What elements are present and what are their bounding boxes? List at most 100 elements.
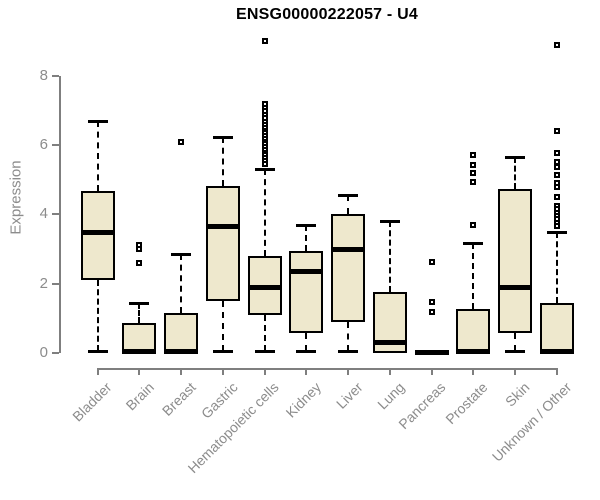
box [456, 308, 491, 353]
median-line [414, 349, 449, 355]
x-tick [305, 368, 308, 375]
x-tick [263, 368, 266, 375]
y-tick [52, 74, 59, 77]
x-tick-label: Lung [373, 379, 408, 413]
whisker-cap-lower [254, 349, 275, 353]
x-tick-label: Brain [122, 379, 157, 414]
whisker-cap-lower [296, 349, 317, 353]
median-line [289, 269, 324, 275]
whisker-cap-lower [504, 349, 525, 353]
x-tick-label: Unknown / Other [488, 379, 575, 465]
y-tick [52, 213, 59, 216]
outlier-point [470, 222, 477, 229]
chart-title: ENSG00000222057 - U4 [236, 6, 418, 23]
whisker-cap-lower [338, 349, 359, 353]
y-tick-label: 2 [39, 274, 48, 292]
whisker-upper [388, 221, 391, 293]
median-line [164, 348, 199, 354]
outlier-point [261, 161, 268, 168]
outlier-point [553, 150, 560, 157]
whisker-upper [96, 120, 99, 192]
outlier-point [553, 193, 560, 200]
outlier-point [470, 152, 477, 159]
whisker-cap-lower [87, 349, 108, 353]
whisker-lower [96, 280, 99, 351]
outlier-point [553, 171, 560, 178]
box [122, 323, 157, 353]
box [164, 312, 199, 353]
whisker-cap-upper [171, 253, 192, 257]
whisker-upper [138, 302, 141, 324]
x-tick [138, 368, 141, 375]
box [497, 189, 532, 333]
outlier-point [553, 183, 560, 190]
outlier-point [553, 127, 560, 134]
box [331, 214, 366, 322]
x-tick-label: Liver [332, 379, 366, 412]
outlier-point [553, 42, 560, 49]
whisker-lower [347, 321, 350, 351]
whisker-cap-upper [296, 223, 317, 227]
outlier-point [553, 223, 560, 230]
x-tick [472, 368, 475, 375]
x-tick [388, 368, 391, 375]
x-tick [180, 368, 183, 375]
whisker-cap-upper [87, 119, 108, 123]
whisker-cap-upper [212, 136, 233, 140]
outlier-point [470, 161, 477, 168]
outlier-point [136, 259, 143, 266]
whisker-cap-upper [504, 155, 525, 159]
outlier-point [261, 38, 268, 45]
median-line [539, 348, 574, 354]
outlier-point [178, 138, 185, 145]
whisker-lower [221, 300, 224, 351]
whisker-upper [347, 194, 350, 215]
whisker-cap-upper [338, 193, 359, 197]
y-tick [52, 282, 59, 285]
whisker-cap-upper [546, 231, 567, 235]
x-tick-label: Breast [158, 379, 199, 419]
median-line [205, 224, 240, 230]
x-tick [96, 368, 99, 375]
outlier-point [470, 178, 477, 185]
median-line [80, 229, 115, 235]
median-line [331, 246, 366, 252]
y-tick [52, 351, 59, 354]
y-tick-label: 4 [39, 205, 48, 223]
y-tick-label: 8 [39, 66, 48, 84]
x-tick-label: Bladder [69, 379, 116, 425]
whisker-cap-lower [212, 349, 233, 353]
whisker-upper [513, 156, 516, 190]
x-axis-line [96, 368, 558, 370]
median-line [247, 284, 282, 290]
whisker-upper [263, 169, 266, 256]
whisker-cap-upper [254, 168, 275, 172]
median-line [456, 348, 491, 354]
outlier-point [553, 163, 560, 170]
whisker-cap-upper [129, 301, 150, 305]
x-tick-label: Prostate [442, 379, 491, 428]
whisker-upper [555, 232, 558, 304]
whisker-cap-upper [379, 220, 400, 224]
whisker-upper [221, 137, 224, 186]
whisker-cap-upper [463, 242, 484, 246]
median-line [122, 348, 157, 354]
x-tick [430, 368, 433, 375]
whisker-lower [305, 333, 308, 351]
outlier-point [428, 298, 435, 305]
whisker-lower [513, 332, 516, 351]
x-tick-label: Kidney [282, 379, 324, 421]
whisker-lower [263, 314, 266, 351]
y-tick-label: 0 [39, 343, 48, 361]
box [205, 185, 240, 301]
x-tick [221, 368, 224, 375]
box [289, 250, 324, 334]
whisker-upper [472, 243, 475, 309]
x-tick [513, 368, 516, 375]
y-tick-label: 6 [39, 136, 48, 154]
whisker-upper [305, 224, 308, 251]
y-axis-label: Expression [7, 160, 25, 235]
x-tick [347, 368, 350, 375]
outlier-point [136, 245, 143, 252]
